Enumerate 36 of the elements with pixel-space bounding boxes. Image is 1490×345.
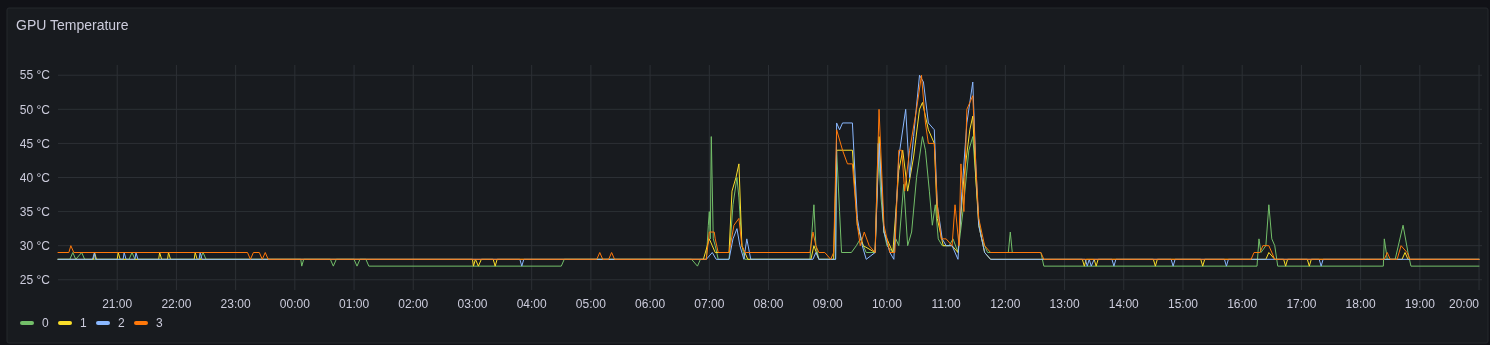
legend-label: 0 — [42, 316, 49, 331]
x-tick-label: 05:00 — [575, 297, 607, 311]
x-tick-label: 09:00 — [812, 297, 844, 311]
x-tick-label: 23:00 — [220, 297, 251, 311]
x-tick-label: 18:00 — [1345, 297, 1376, 311]
x-tick-label: 15:00 — [1167, 297, 1199, 311]
y-tick-label: 55 °C — [19, 68, 51, 83]
x-tick-label: 08:00 — [753, 297, 784, 311]
x-tick-label: 14:00 — [1108, 297, 1140, 311]
x-tick-label: 12:00 — [990, 297, 1021, 311]
x-tick-label: 04:00 — [516, 297, 548, 311]
x-tick-label: 01:00 — [339, 297, 370, 311]
x-tick-label: 17:00 — [1286, 297, 1317, 311]
legend-label: 2 — [118, 316, 125, 331]
legend-label: 1 — [80, 316, 87, 331]
x-tick-label: 11:00 — [931, 297, 962, 311]
x-tick-label: 10:00 — [871, 297, 903, 311]
legend-label: 3 — [156, 316, 163, 331]
x-tick-label: 02:00 — [398, 297, 429, 311]
x-tick-label: 00:00 — [279, 297, 311, 311]
x-tick-label: 03:00 — [457, 297, 488, 311]
y-tick-label: 30 °C — [19, 238, 51, 253]
x-tick-label: 06:00 — [635, 297, 666, 311]
x-tick-label: 16:00 — [1227, 297, 1258, 311]
chart-title: GPU Temperature — [16, 17, 129, 33]
y-tick-label: 35 °C — [19, 204, 51, 219]
y-tick-label: 50 °C — [19, 102, 51, 117]
x-tick-label: 21:00 — [102, 297, 133, 311]
y-tick-label: 40 °C — [19, 170, 51, 185]
x-tick-label: 07:00 — [694, 297, 725, 311]
x-tick-label: 20:00 — [1449, 297, 1480, 311]
y-tick-label: 25 °C — [19, 272, 51, 287]
y-tick-label: 45 °C — [19, 136, 51, 151]
x-tick-label: 19:00 — [1404, 297, 1436, 311]
x-tick-label: 13:00 — [1049, 297, 1080, 311]
x-tick-label: 22:00 — [161, 297, 192, 311]
